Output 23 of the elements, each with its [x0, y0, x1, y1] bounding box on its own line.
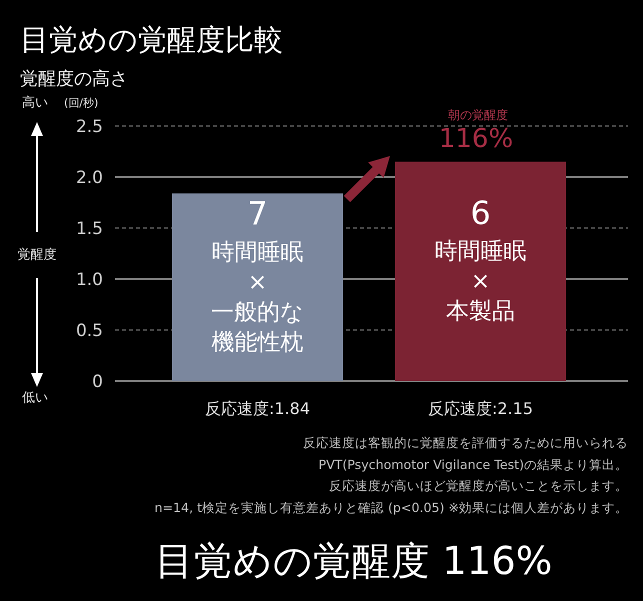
- chart-title: 目覚めの覚醒度比較: [20, 22, 283, 57]
- y-tick-label: 2.5: [76, 117, 103, 138]
- text: (回/秒): [64, 96, 98, 110]
- text: 反応速度が高いほど覚醒度が高いことを示します。: [329, 478, 628, 494]
- x-tick-label: 6時間睡眠×本製品: [434, 194, 526, 325]
- x-tick-label: 7時間睡眠×一般的な機能性枕: [211, 194, 304, 356]
- y-tick-label: 0: [92, 372, 103, 392]
- data-label: 反応速度:2.15: [428, 398, 534, 418]
- y-axis-title: 覚醒度の高さ: [20, 68, 128, 90]
- text: PVT(Psychomotor Vigilance Test)の結果より算出。: [318, 456, 628, 472]
- text: 目覚めの覚醒度 116%: [155, 538, 552, 584]
- text: n=14, t検定を実施し有意差ありと確認 (p<0.05) ※効果には個人差があります。: [154, 499, 628, 515]
- y-tick-label: 2.0: [76, 168, 103, 188]
- text: 朝の覚醒度: [448, 108, 508, 123]
- annotation: 116%: [438, 124, 514, 155]
- text: 低い: [22, 390, 48, 406]
- data-label: 反応速度:1.84: [204, 398, 310, 418]
- y-tick-label: 1.5: [76, 219, 103, 240]
- text: 覚醒度: [18, 248, 56, 264]
- text: 高い: [22, 96, 48, 112]
- y-tick-label: 0.5: [76, 321, 103, 342]
- text: 反応速度は客観的に覚醒度を評価するために用いられる: [303, 434, 628, 450]
- y-tick-label: 1.0: [76, 270, 103, 290]
